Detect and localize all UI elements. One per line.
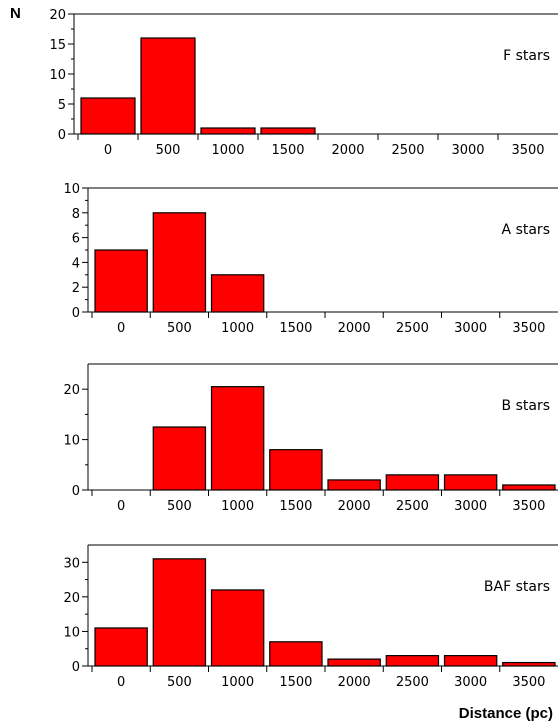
y-tick-label: 0 (72, 660, 80, 675)
x-tick-label: 500 (167, 321, 192, 336)
x-tick-label: 500 (156, 143, 181, 158)
bar (140, 37, 196, 135)
bar (210, 274, 265, 313)
y-tick-label: 0 (72, 484, 80, 499)
y-tick-label: 5 (58, 98, 66, 113)
x-tick-label: 3500 (512, 321, 545, 336)
bar (94, 249, 148, 313)
bar (385, 474, 440, 491)
x-tick-label: 1000 (221, 675, 254, 690)
x-tick-label: 2000 (338, 499, 371, 514)
y-tick-label: 20 (63, 591, 80, 606)
panel-label: A stars (502, 222, 550, 238)
x-tick-label: 3000 (454, 499, 487, 514)
bar (443, 655, 498, 667)
x-tick-label: 1500 (271, 143, 304, 158)
x-tick-label: 2000 (338, 321, 371, 336)
x-tick-label: 500 (167, 499, 192, 514)
y-tick-label: 2 (72, 281, 80, 296)
x-tick-label: 3000 (451, 143, 484, 158)
x-axis-title: Distance (pc) (459, 705, 553, 722)
y-tick-label: 30 (63, 556, 80, 571)
y-tick-label: 20 (63, 383, 80, 398)
x-tick-label: 2500 (391, 143, 424, 158)
bar (152, 212, 207, 313)
panel-b-stars: 0 10 20 0 500 1000 1500 2000 2500 3000 3500 B stars (63, 363, 558, 514)
bar (269, 449, 323, 491)
x-tick-label: 3000 (454, 321, 487, 336)
y-tick-label: 10 (49, 68, 66, 83)
y-tick-label: 10 (63, 625, 80, 640)
y-tick-label: 0 (72, 306, 80, 321)
x-tick-label: 1500 (279, 675, 312, 690)
bar (200, 127, 256, 135)
x-tick-label: 0 (117, 675, 125, 690)
bar (327, 658, 381, 667)
bar (80, 97, 136, 135)
panel-label: B stars (502, 398, 550, 414)
bar (269, 641, 323, 667)
bar (210, 386, 265, 491)
y-axis-title: N (10, 5, 21, 22)
x-tick-label: 1000 (211, 143, 244, 158)
x-tick-label: 3000 (454, 675, 487, 690)
y-tick-label: 6 (72, 232, 80, 247)
y-tick-label: 4 (72, 256, 80, 271)
x-tick-label: 1500 (279, 499, 312, 514)
x-tick-label: 500 (167, 675, 192, 690)
bar (443, 474, 498, 491)
x-tick-label: 3500 (511, 143, 544, 158)
bar (152, 426, 207, 491)
panel-label: F stars (503, 48, 550, 64)
bar (260, 127, 316, 135)
x-tick-label: 1000 (221, 321, 254, 336)
bar (152, 558, 207, 667)
panel-a-stars: 0 2 4 6 8 10 0 500 1000 1500 2000 2500 3000 3500 A sta… (63, 182, 558, 336)
y-tick-label: 20 (49, 8, 66, 23)
x-tick-label: 0 (117, 499, 125, 514)
x-tick-label: 2500 (396, 499, 429, 514)
panel-baf-stars: 0 10 20 30 0 500 1000 1500 2000 2500 3000 3500 BAF s… (63, 544, 558, 690)
y-tick-label: 0 (58, 128, 66, 143)
x-tick-label: 0 (117, 321, 125, 336)
bar (210, 589, 265, 667)
bar (502, 484, 556, 491)
x-tick-label: 3500 (512, 675, 545, 690)
bar (385, 655, 440, 667)
x-tick-label: 2500 (396, 321, 429, 336)
x-tick-label: 1000 (221, 499, 254, 514)
x-tick-label: 2000 (331, 143, 364, 158)
panel-f-stars: 0 5 10 15 20 0 500 1000 1500 2000 2500 3000 3500 F st… (49, 8, 558, 158)
panel-label: BAF stars (484, 579, 550, 595)
bar (502, 661, 556, 667)
bar (327, 479, 381, 491)
y-tick-label: 15 (49, 38, 66, 53)
x-tick-label: 0 (104, 143, 112, 158)
y-tick-label: 8 (72, 207, 80, 222)
y-tick-label: 10 (63, 434, 80, 449)
x-tick-label: 2000 (338, 675, 371, 690)
bar (94, 627, 148, 667)
x-tick-label: 1500 (279, 321, 312, 336)
x-tick-label: 3500 (512, 499, 545, 514)
y-tick-label: 10 (63, 182, 80, 197)
x-tick-label: 2500 (396, 675, 429, 690)
